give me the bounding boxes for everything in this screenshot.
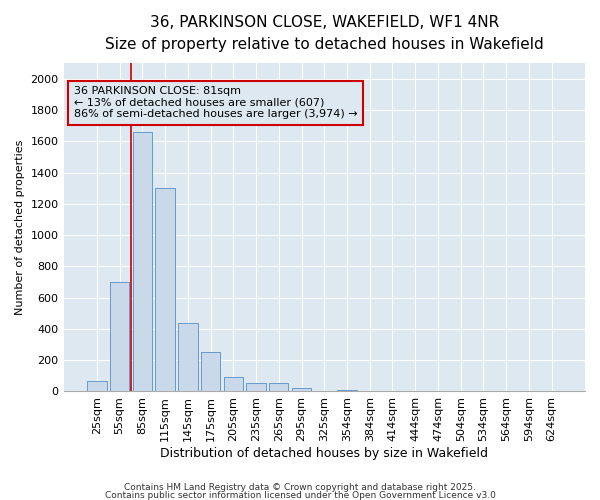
- Bar: [201, 352, 220, 392]
- Bar: [178, 322, 197, 392]
- X-axis label: Distribution of detached houses by size in Wakefield: Distribution of detached houses by size …: [160, 447, 488, 460]
- Bar: [337, 390, 356, 392]
- Text: Contains HM Land Registry data © Crown copyright and database right 2025.: Contains HM Land Registry data © Crown c…: [124, 484, 476, 492]
- Bar: [110, 282, 130, 392]
- Text: Contains public sector information licensed under the Open Government Licence v3: Contains public sector information licen…: [104, 490, 496, 500]
- Bar: [155, 188, 175, 392]
- Text: 36 PARKINSON CLOSE: 81sqm
← 13% of detached houses are smaller (607)
86% of semi: 36 PARKINSON CLOSE: 81sqm ← 13% of detac…: [74, 86, 358, 120]
- Bar: [292, 388, 311, 392]
- Title: 36, PARKINSON CLOSE, WAKEFIELD, WF1 4NR
Size of property relative to detached ho: 36, PARKINSON CLOSE, WAKEFIELD, WF1 4NR …: [105, 15, 544, 52]
- Y-axis label: Number of detached properties: Number of detached properties: [15, 140, 25, 315]
- Bar: [87, 382, 107, 392]
- Bar: [269, 383, 289, 392]
- Bar: [133, 132, 152, 392]
- Bar: [247, 383, 266, 392]
- Bar: [224, 378, 243, 392]
- Bar: [314, 390, 334, 392]
